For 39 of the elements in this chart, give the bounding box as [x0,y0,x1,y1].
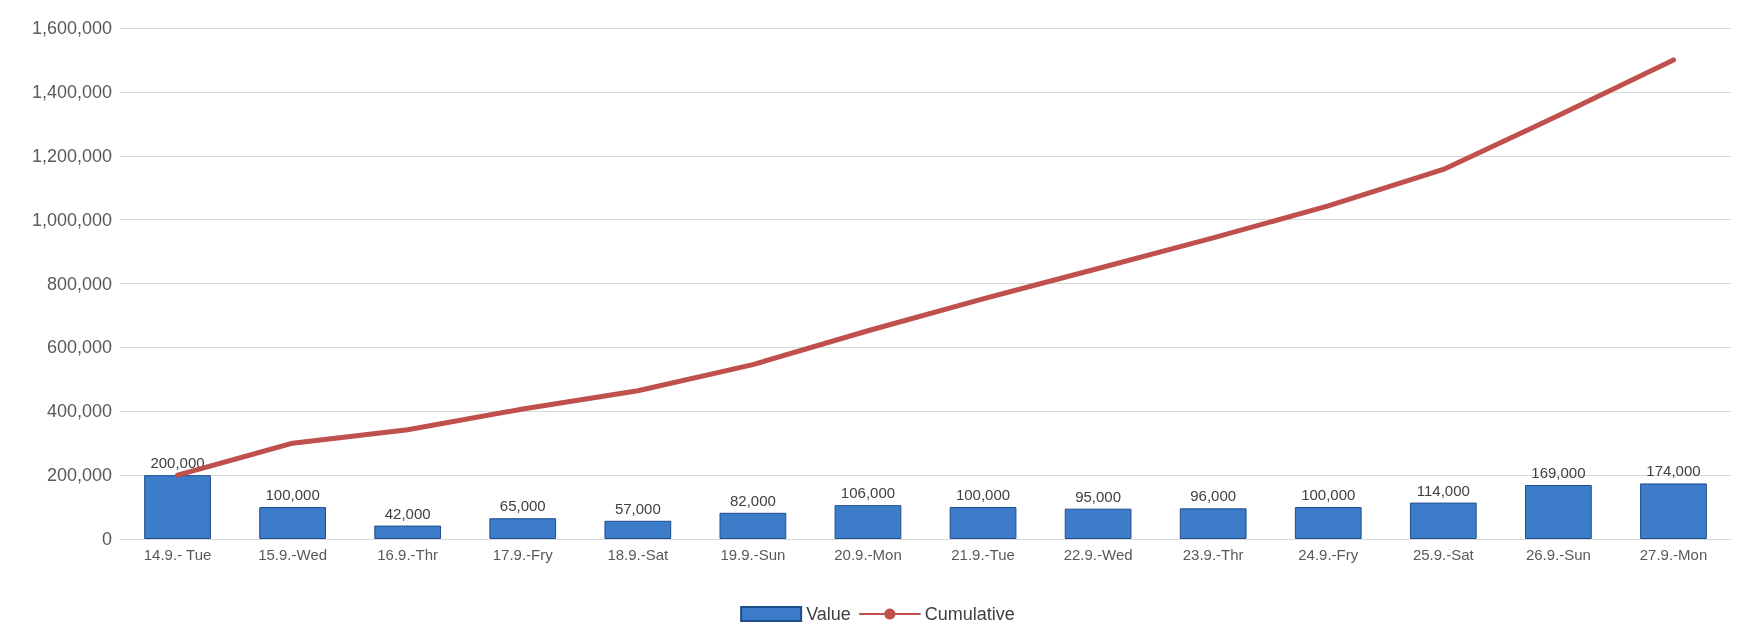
y-tick-label: 600,000 [46,337,112,358]
legend-label: Cumulative [924,604,1015,624]
data-label: 200,000 [150,454,205,472]
x-tick-label: 26.9.-Sun [1525,546,1591,563]
y-tick-label: 0 [101,529,112,549]
x-tick-label: 21.9.-Tue [951,546,1015,563]
x-tick-label: 18.9.-Sat [607,546,670,563]
data-label: 100,000 [265,486,320,504]
x-tick-label: 22.9.-Wed [1063,546,1133,563]
data-label: 96,000 [1190,487,1237,505]
data-label: 114,000 [1416,481,1470,499]
y-tick-label: 1,600,000 [31,18,112,38]
x-tick-label: 24.9.-Fry [1298,546,1359,563]
data-label: 169,000 [1531,464,1586,482]
x-tick-label: 19.9.-Sun [720,546,786,563]
y-tick-label: 400,000 [46,401,112,422]
x-tick-label: 15.9.-Wed [258,546,328,563]
data-label: 95,000 [1075,487,1122,505]
y-tick-label: 800,000 [46,273,112,294]
data-label: 65,000 [499,497,546,515]
data-label: 106,000 [840,484,896,502]
x-tick-label: 14.9.- Tue [143,546,212,563]
y-tick-label: 200,000 [46,465,112,486]
x-tick-label: 16.9.-Thr [377,546,439,563]
data-label: 82,000 [729,491,776,509]
data-label: 57,000 [614,499,661,517]
x-tick-label: 17.9.-Fry [492,546,554,563]
data-label: 100,000 [1301,486,1356,504]
y-tick-label: 1,200,000 [31,145,112,166]
y-tick-label: 1,000,000 [31,209,112,230]
x-tick-label: 27.9.-Mon [1639,546,1708,563]
y-tick-label: 1,400,000 [31,81,112,102]
data-label: 100,000 [955,486,1011,504]
legend-label: Value [806,604,851,624]
data-label: 42,000 [384,504,431,522]
data-label: 174,000 [1646,462,1701,480]
x-tick-label: 25.9.-Sat [1412,546,1475,563]
x-tick-label: 23.9.-Thr [1182,546,1244,563]
x-tick-label: 20.9.-Mon [834,546,902,563]
